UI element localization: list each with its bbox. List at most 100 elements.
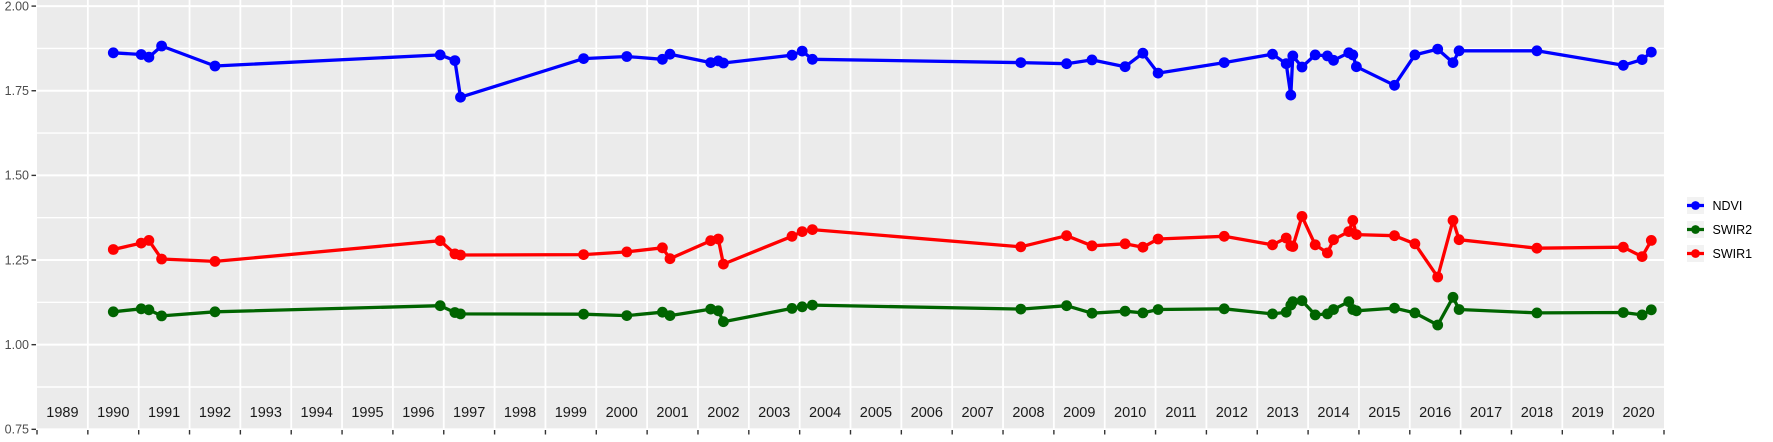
x-axis-year-label: 2008 — [1012, 405, 1044, 421]
data-point-swir1 — [1322, 247, 1333, 259]
y-axis-tick-label: 1.00 — [5, 338, 29, 352]
data-point-swir1 — [434, 235, 446, 247]
legend-label-swir2: SWIR2 — [1713, 223, 1753, 237]
series-swir2 — [107, 291, 1657, 331]
data-point-swir2 — [1389, 302, 1400, 314]
data-point-swir2 — [455, 308, 466, 320]
data-point-swir2 — [156, 310, 168, 322]
x-axis-year-label: 2000 — [606, 405, 638, 421]
data-point-ndvi — [664, 48, 676, 60]
data-point-swir2 — [1453, 304, 1465, 315]
x-axis-year-label: 2018 — [1521, 405, 1553, 421]
data-point-ndvi — [1453, 45, 1465, 57]
legend: NDVI SWIR2 SWIR1 — [1687, 197, 1752, 262]
data-point-swir2 — [664, 310, 676, 321]
x-axis-year-label: 2004 — [809, 405, 841, 421]
data-point-ndvi — [1137, 47, 1149, 59]
x-axis-year-label: 2006 — [911, 405, 943, 421]
data-point-swir2 — [1287, 296, 1299, 308]
data-point-ndvi — [1347, 49, 1359, 61]
data-point-swir1 — [1152, 233, 1164, 245]
data-point-swir2 — [1531, 307, 1543, 319]
data-point-ndvi — [1636, 54, 1648, 65]
data-point-swir1 — [796, 226, 808, 238]
data-point-swir2 — [1119, 305, 1131, 317]
data-point-swir1 — [1389, 230, 1400, 242]
data-point-ndvi — [1309, 49, 1321, 61]
x-axis-year-label: 2007 — [961, 405, 993, 421]
series-swir1 — [107, 211, 1657, 283]
data-point-swir2 — [143, 304, 155, 316]
x-axis-year-label: 2016 — [1419, 405, 1451, 421]
data-point-swir1 — [718, 258, 729, 270]
data-point-swir1 — [1287, 241, 1299, 252]
data-point-swir1 — [1061, 230, 1072, 242]
data-point-ndvi — [434, 49, 446, 61]
data-point-ndvi — [1119, 61, 1131, 73]
data-point-swir1 — [621, 246, 633, 258]
data-point-swir2 — [1137, 307, 1149, 319]
x-axis-year-label: 2014 — [1317, 405, 1349, 421]
y-axis-ticks — [31, 5, 36, 431]
data-point-swir2 — [578, 308, 589, 320]
x-axis-year-label: 2001 — [656, 405, 688, 421]
data-point-swir2 — [1645, 304, 1657, 316]
data-point-ndvi — [209, 60, 221, 72]
x-axis-year-label: 2011 — [1165, 405, 1196, 421]
data-point-ndvi — [1389, 79, 1400, 91]
data-point-ndvi — [1645, 46, 1657, 58]
data-point-swir1 — [107, 244, 119, 255]
x-axis-year-label: 1989 — [46, 405, 78, 421]
data-point-swir1 — [657, 242, 668, 254]
data-point-swir1 — [1409, 238, 1421, 250]
data-point-swir2 — [1409, 307, 1421, 319]
data-point-ndvi — [455, 91, 466, 103]
x-axis-year-label: 2012 — [1216, 405, 1248, 421]
data-point-swir1 — [786, 230, 798, 242]
data-point-swir2 — [107, 306, 119, 318]
x-axis-year-label: 1995 — [351, 405, 383, 421]
data-point-ndvi — [1447, 57, 1459, 68]
data-point-swir2 — [1296, 295, 1308, 307]
data-point-swir2 — [209, 306, 221, 318]
data-point-swir1 — [1296, 211, 1308, 222]
data-point-swir1 — [1636, 251, 1648, 262]
data-point-ndvi — [1061, 58, 1072, 70]
x-axis-year-label: 1991 — [148, 405, 180, 421]
data-point-swir2 — [1015, 303, 1027, 315]
data-point-swir1 — [209, 256, 221, 267]
data-point-ndvi — [1285, 89, 1297, 101]
legend-label-swir1: SWIR1 — [1713, 247, 1753, 261]
x-axis-year-label: 1994 — [301, 405, 333, 421]
data-point-ndvi — [1351, 61, 1362, 73]
data-point-swir2 — [1432, 319, 1444, 331]
data-point-ndvi — [449, 55, 461, 66]
data-point-ndvi — [657, 53, 668, 65]
x-axis-year-label: 1997 — [453, 405, 485, 421]
legend-key-point-swir1 — [1691, 249, 1700, 258]
data-point-swir2 — [1636, 309, 1648, 321]
legend-item-swir1: SWIR1 — [1687, 245, 1752, 262]
data-point-swir1 — [1453, 234, 1465, 246]
x-axis-year-label: 2017 — [1470, 405, 1502, 421]
y-axis-tick-label: 1.75 — [5, 84, 29, 98]
data-point-ndvi — [786, 49, 798, 61]
data-point-ndvi — [1152, 67, 1164, 79]
data-point-ndvi — [156, 40, 168, 52]
data-point-swir1 — [1218, 230, 1230, 242]
legend-item-ndvi: NDVI — [1687, 197, 1742, 214]
data-point-ndvi — [621, 51, 633, 62]
data-point-swir1 — [143, 235, 155, 246]
data-point-swir1 — [1015, 241, 1027, 253]
data-point-ndvi — [1287, 50, 1299, 62]
x-axis-year-label: 2003 — [758, 405, 790, 421]
data-point-swir2 — [1218, 303, 1230, 315]
data-point-swir2 — [1267, 308, 1278, 320]
x-axis-year-label: 1999 — [555, 405, 587, 421]
data-point-swir2 — [807, 299, 818, 311]
legend-key-point-ndvi — [1691, 201, 1700, 210]
data-point-swir1 — [1351, 229, 1362, 241]
x-axis-year-label: 2013 — [1267, 405, 1299, 421]
data-point-swir1 — [807, 224, 818, 236]
